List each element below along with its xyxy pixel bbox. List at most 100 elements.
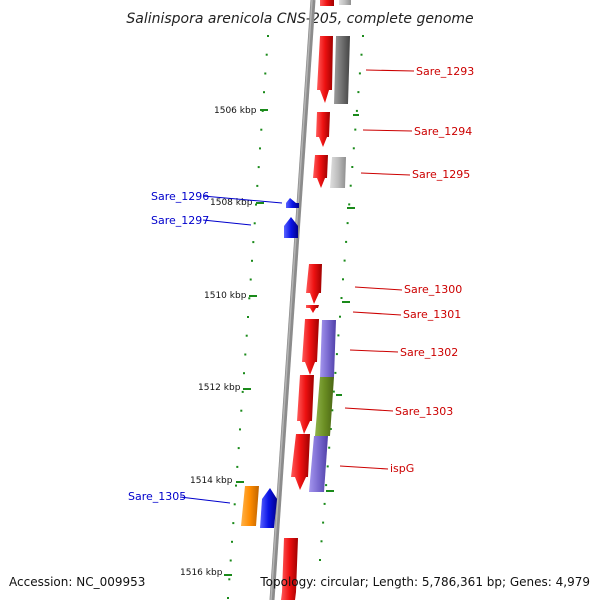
track-dot — [239, 428, 241, 431]
gene-label-sare-1296[interactable]: Sare_1296 — [151, 190, 209, 203]
cog-bar-olive — [315, 377, 334, 436]
gene-arrow-top-partial[interactable] — [320, 0, 334, 6]
track-dot — [264, 72, 267, 75]
track-dot — [352, 147, 355, 150]
gene-label-sare-1301[interactable]: Sare_1301 — [403, 308, 461, 321]
gene-label-sare-1293[interactable]: Sare_1293 — [416, 65, 474, 78]
track-dot — [354, 128, 357, 131]
track-dot — [339, 315, 341, 318]
track-dot — [267, 35, 269, 37]
cog-bar-purple-lower — [309, 436, 328, 492]
gene-arrow-bottom-partial[interactable] — [281, 538, 298, 600]
gene-arrow-sare-1303[interactable] — [297, 375, 314, 434]
label-leaders-reverse — [179, 195, 283, 504]
track-dot — [362, 35, 364, 37]
track-dot — [265, 53, 268, 56]
track-dot — [257, 166, 260, 169]
track-dot — [345, 240, 348, 243]
track-dot — [252, 241, 255, 244]
track-dot — [240, 409, 243, 412]
gene-label-sare-1303[interactable]: Sare_1303 — [395, 405, 453, 418]
track-dot — [251, 259, 253, 262]
track-dot — [335, 353, 338, 356]
track-dot — [319, 559, 321, 561]
track-dot — [323, 502, 326, 505]
track-dot — [328, 446, 331, 449]
gene-label-sare-1295[interactable]: Sare_1295 — [412, 168, 470, 181]
track-dot — [260, 128, 263, 131]
track-dot — [249, 278, 252, 281]
gene-label-sare-1297[interactable]: Sare_1297 — [151, 214, 209, 227]
cog-bar-purple-upper — [320, 320, 336, 377]
track-dot — [247, 316, 249, 318]
track-dot — [342, 278, 344, 281]
minor-ticks — [326, 114, 359, 492]
track-dot — [237, 447, 240, 450]
topology-text: Topology: circular; Length: 5,786,361 bp… — [259, 575, 590, 589]
track-dot — [256, 184, 259, 187]
track-dot — [244, 353, 247, 356]
track-dot — [228, 578, 231, 581]
track-dot — [360, 53, 363, 56]
gene-arrow-sare-1294[interactable] — [316, 112, 330, 147]
track-dot — [331, 409, 334, 412]
track-dot — [320, 540, 323, 543]
track-dot — [231, 540, 233, 543]
track-dot — [334, 371, 337, 374]
track-dot — [229, 559, 232, 562]
track-dot — [343, 259, 346, 262]
gene-arrow-ispg[interactable] — [291, 434, 310, 490]
track-dot — [358, 72, 361, 75]
tick-track-right — [319, 35, 364, 561]
track-dot — [355, 109, 358, 112]
track-dot — [227, 597, 229, 599]
track-dot — [349, 184, 352, 187]
track-dot — [322, 521, 325, 524]
gene-arrow-sare-1305[interactable] — [260, 488, 277, 528]
gene-label-sare-1305[interactable]: Sare_1305 — [128, 490, 186, 503]
track-dot — [340, 297, 343, 299]
gene-label-sare-1302[interactable]: Sare_1302 — [400, 346, 458, 359]
gene-arrow-sare-1297[interactable] — [284, 217, 298, 238]
gene-arrow-sare-1296[interactable] — [286, 198, 299, 208]
tick-track-left — [227, 35, 269, 599]
track-dot — [263, 91, 265, 94]
gene-arrow-sare-1301[interactable] — [306, 305, 319, 313]
track-dot — [235, 484, 237, 487]
tick-label-1514: 1514 kbp — [190, 476, 233, 486]
tick-label-1512: 1512 kbp — [198, 383, 241, 393]
accession-text: Accession: NC_009953 — [9, 575, 145, 589]
track-dot — [253, 222, 256, 225]
gene-arrow-sare-1293[interactable] — [317, 36, 333, 103]
gene-arrow-sare-1295[interactable] — [313, 155, 328, 188]
track-dot — [351, 166, 354, 168]
track-dot — [233, 503, 236, 506]
track-dot — [348, 203, 351, 206]
cog-bar-gray — [334, 0, 351, 104]
tick-label-1510: 1510 kbp — [204, 291, 247, 301]
map-title: Salinispora arenicola CNS-205, complete … — [126, 11, 473, 27]
gene-arrow-sare-1300[interactable] — [306, 264, 322, 304]
track-dot — [255, 203, 257, 206]
track-dot — [337, 334, 340, 337]
track-dot — [326, 465, 329, 468]
track-dot — [241, 390, 244, 393]
track-dot — [357, 91, 360, 94]
track-dot — [332, 390, 335, 393]
tick-label-1506: 1506 kbp — [214, 106, 257, 116]
track-dot — [329, 428, 332, 430]
cog-bar-orange — [241, 486, 259, 526]
kbp-ticks — [224, 109, 268, 576]
cog-bar-light-gray — [330, 157, 346, 188]
tick-label-1516: 1516 kbp — [180, 568, 223, 578]
gene-arrow-sare-1302[interactable] — [302, 319, 319, 375]
track-dot — [243, 372, 245, 375]
gene-label-sare-1294[interactable]: Sare_1294 — [414, 125, 472, 138]
gene-label-sare-1300[interactable]: Sare_1300 — [404, 283, 462, 296]
track-dot — [346, 222, 349, 225]
gene-label-ispg[interactable]: ispG — [390, 462, 414, 475]
track-dot — [325, 484, 328, 487]
track-dot — [259, 147, 261, 150]
track-dot — [245, 334, 248, 337]
